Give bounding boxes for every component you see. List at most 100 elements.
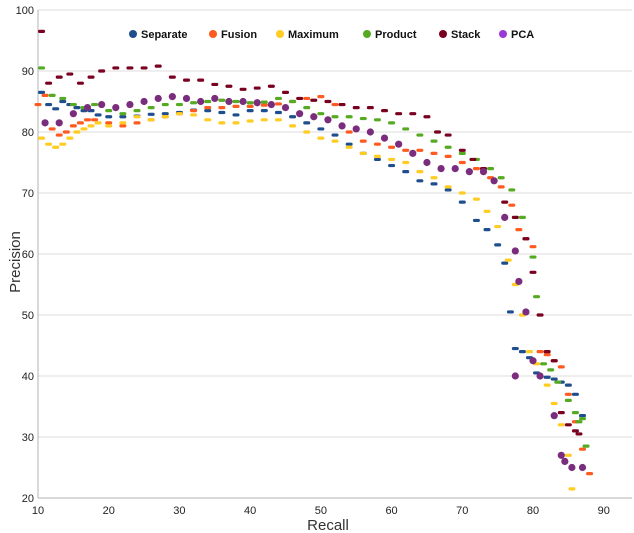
data-point [388, 145, 396, 149]
data-point [557, 365, 565, 369]
data-point [274, 102, 282, 106]
data-point [373, 142, 381, 146]
data-point [260, 118, 268, 122]
data-point [119, 115, 127, 119]
data-point [444, 133, 452, 137]
data-point [359, 151, 367, 155]
data-point [568, 487, 576, 491]
data-point [303, 106, 311, 110]
x-tick-label: 50 [315, 505, 327, 517]
data-point [373, 157, 381, 162]
data-point [533, 295, 541, 299]
data-point [232, 113, 240, 117]
data-point [91, 118, 99, 122]
x-tick-label: 60 [385, 505, 397, 517]
data-point [218, 106, 226, 110]
data-point [175, 102, 183, 107]
x-tick-label: 80 [527, 505, 539, 517]
data-point [444, 185, 452, 189]
data-point [501, 200, 509, 204]
data-point [317, 95, 325, 99]
data-point [536, 313, 544, 317]
data-point [550, 401, 558, 406]
data-point [515, 277, 523, 286]
legend-swatch [439, 30, 447, 38]
data-point [246, 119, 254, 123]
data-point [359, 116, 367, 121]
data-point [479, 168, 488, 176]
data-point [402, 127, 410, 131]
data-point [133, 121, 141, 125]
data-point [529, 270, 537, 274]
data-point [579, 447, 586, 451]
data-point [232, 104, 240, 108]
data-point [543, 350, 551, 354]
y-tick-labels: 20 30 40 50 60 70 80 90 100 [16, 5, 34, 505]
data-point [395, 112, 403, 116]
data-point [76, 121, 84, 125]
legend-swatch [499, 30, 507, 38]
data-point [45, 142, 53, 146]
data-point [197, 97, 205, 106]
data-point [211, 94, 219, 103]
grid-lines [38, 9, 632, 438]
data-point [267, 100, 275, 109]
data-point [66, 136, 74, 140]
data-point [352, 106, 360, 110]
data-point [345, 145, 353, 149]
data-point [451, 165, 459, 173]
data-point [55, 133, 63, 137]
data-point [289, 99, 297, 104]
data-point [147, 106, 155, 110]
data-point [296, 110, 304, 118]
x-tick-label: 90 [598, 505, 610, 517]
data-point [458, 191, 466, 195]
data-point [225, 97, 233, 106]
series-product [38, 66, 590, 448]
data-point [105, 121, 113, 125]
data-point [119, 124, 127, 128]
legend-item-product: Product [363, 29, 417, 41]
legend-item-stack: Stack [439, 29, 481, 41]
data-point [274, 110, 282, 115]
legend-label: Product [375, 29, 417, 41]
data-point [45, 81, 53, 85]
data-point [52, 145, 60, 149]
data-point [557, 451, 565, 459]
data-point [69, 124, 77, 128]
data-point [112, 66, 120, 70]
data-point [317, 112, 325, 116]
data-point [458, 148, 466, 152]
data-point [352, 125, 360, 133]
data-point [345, 142, 353, 146]
data-point [59, 96, 67, 101]
legend-item-pca: PCA [499, 29, 534, 41]
data-point [331, 133, 339, 137]
data-point [62, 130, 70, 134]
data-point [550, 359, 558, 363]
data-point [409, 112, 417, 116]
legend-label: Stack [451, 29, 481, 41]
data-point [564, 392, 572, 396]
data-point [501, 213, 509, 221]
data-point [168, 93, 176, 101]
data-point [338, 122, 346, 130]
data-point [518, 350, 526, 354]
data-point [38, 90, 46, 94]
data-point [190, 109, 198, 113]
data-point [511, 247, 519, 255]
data-point [586, 472, 594, 476]
data-point [416, 170, 424, 174]
data-point [416, 148, 424, 152]
data-point [190, 113, 198, 117]
data-point [564, 423, 572, 427]
data-point [310, 113, 318, 121]
data-point [437, 165, 445, 173]
y-tick-label: 20 [22, 493, 34, 505]
data-point [260, 103, 268, 107]
data-point [345, 115, 353, 119]
x-tick-label: 10 [32, 505, 44, 517]
data-point [73, 130, 81, 134]
data-point [557, 423, 565, 427]
